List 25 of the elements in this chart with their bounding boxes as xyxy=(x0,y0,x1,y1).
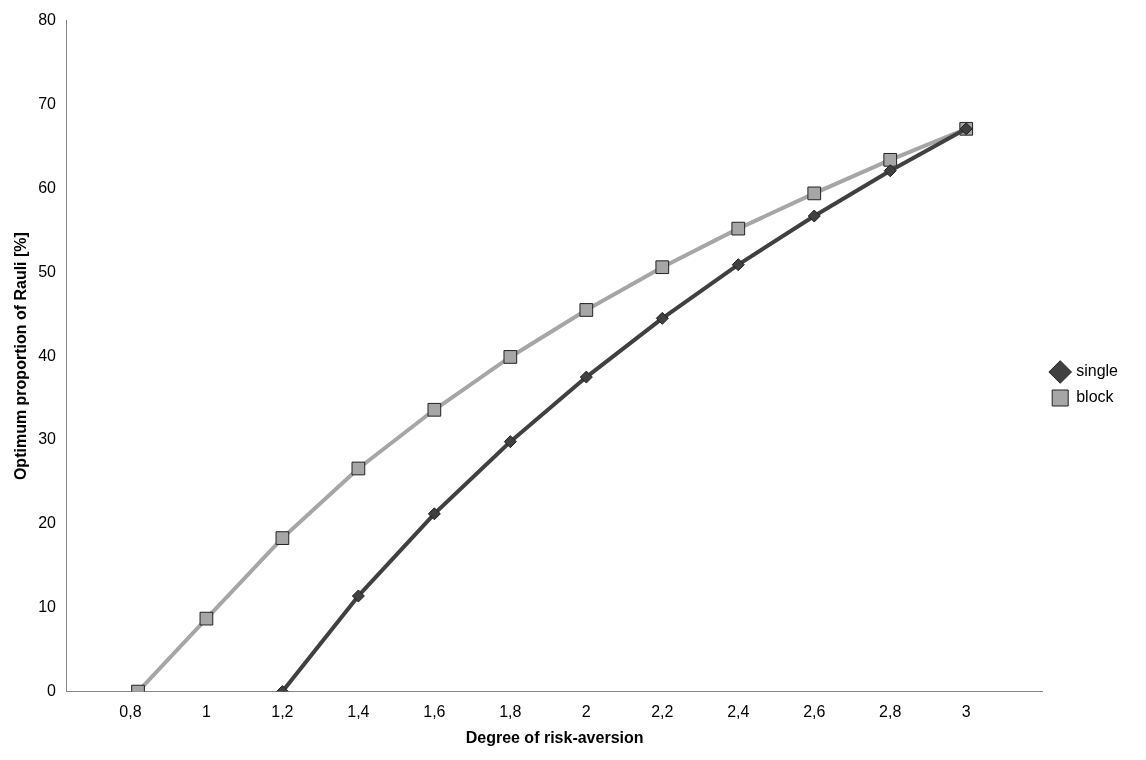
x-tick-label: 2,4 xyxy=(727,702,750,720)
x-tick-label: 3 xyxy=(961,702,971,720)
legend-label: single xyxy=(1076,362,1119,380)
x-tick-label: 1,8 xyxy=(499,702,522,720)
y-axis-title: Optimum proportion of Rauli [%] xyxy=(12,232,30,481)
y-tick-label: 40 xyxy=(38,346,57,364)
y-tick-label: 60 xyxy=(38,178,57,196)
x-axis-title: Degree of risk-aversion xyxy=(465,728,644,746)
y-tick-label: 30 xyxy=(38,430,57,448)
x-tick-label: 1 xyxy=(201,702,211,720)
x-tick-label: 1,6 xyxy=(423,702,446,720)
y-tick-label: 50 xyxy=(38,262,57,280)
y-tick-label: 10 xyxy=(38,598,57,616)
y-tick-label: 0 xyxy=(47,682,57,700)
x-tick-label: 0,8 xyxy=(119,702,142,720)
x-tick-label: 2 xyxy=(581,702,591,720)
y-tick-label: 70 xyxy=(38,94,57,112)
x-tick-label: 1,4 xyxy=(347,702,370,720)
y-tick-label: 80 xyxy=(38,11,57,29)
x-tick-label: 2,8 xyxy=(879,702,902,720)
x-tick-label: 2,6 xyxy=(803,702,826,720)
y-tick-label: 20 xyxy=(38,514,57,532)
legend-label: block xyxy=(1076,388,1115,406)
x-tick-label: 1,2 xyxy=(271,702,294,720)
x-tick-label: 2,2 xyxy=(651,702,674,720)
